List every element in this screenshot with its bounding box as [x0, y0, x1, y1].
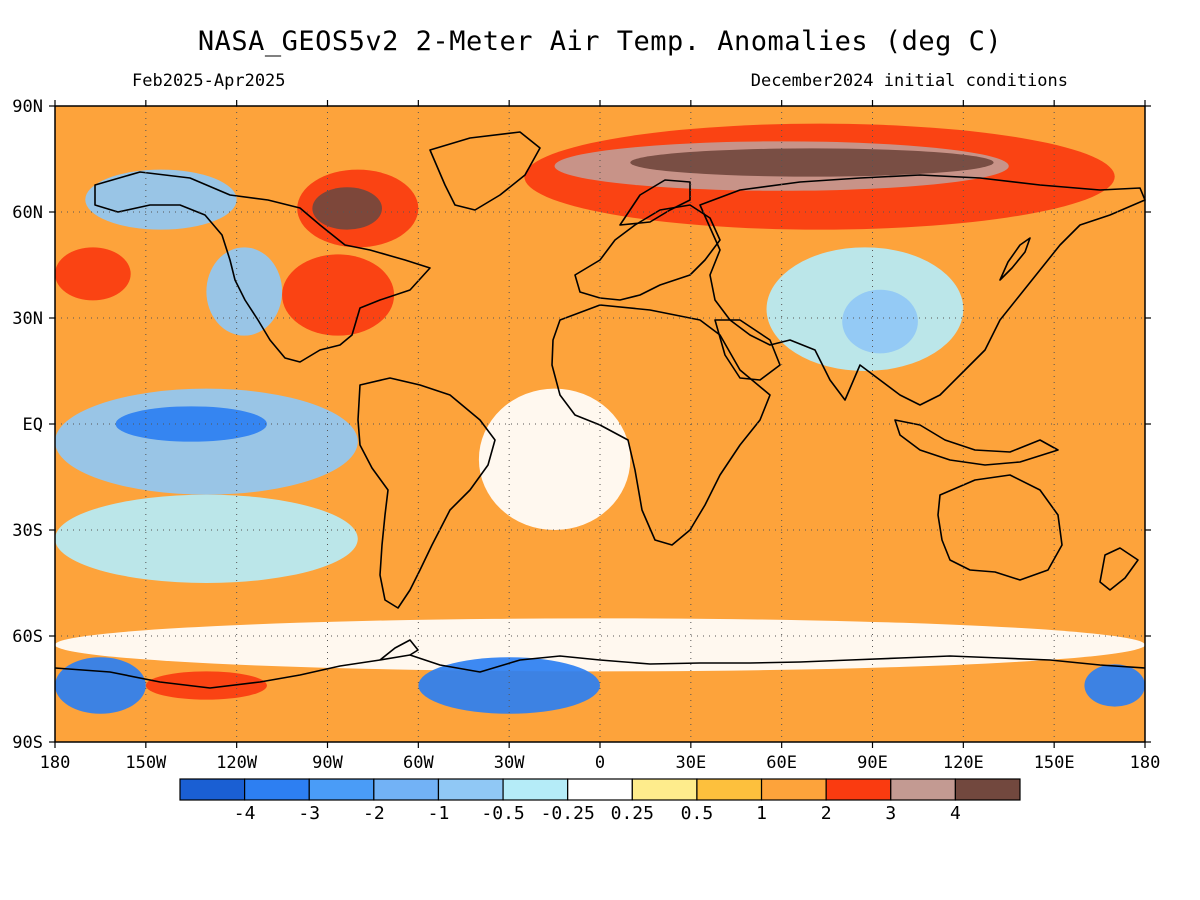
- coastline-asia: [699, 174, 1146, 406]
- colorbar-swatch: [373, 778, 440, 801]
- coastline-indonesia: [894, 419, 1059, 466]
- colorbar-label: 1: [756, 803, 767, 824]
- y-tick-label: 90S: [12, 733, 43, 753]
- colorbar-swatch: [631, 778, 698, 801]
- x-tick-label: 90W: [312, 753, 343, 773]
- y-tick-label: 30N: [12, 309, 43, 329]
- colorbar-swatch: [696, 778, 763, 801]
- coastline-australia: [937, 474, 1063, 581]
- colorbar-swatch: [760, 778, 827, 801]
- colorbar-label: -3: [298, 803, 320, 824]
- colorbar-swatch: [825, 778, 892, 801]
- colorbar-label: -0.5: [481, 803, 524, 824]
- anomaly-region-nw-pacific-cool: [206, 247, 283, 336]
- anomaly-region-alaska-cool: [85, 169, 237, 230]
- anomaly-region-eastern-usa: [282, 254, 395, 336]
- coastline-arabia: [714, 319, 781, 381]
- colorbar-swatch: [179, 778, 246, 801]
- anomaly-region-south-pacific-cool: [55, 494, 358, 583]
- x-tick-label: 120E: [943, 753, 984, 773]
- anomaly-region-north-siberia-max: [630, 148, 994, 177]
- x-tick-label: 60E: [766, 753, 797, 773]
- x-tick-label: 30W: [494, 753, 525, 773]
- coastline-south-america: [357, 377, 496, 609]
- initial-conditions: December2024 initial conditions: [750, 71, 1068, 91]
- map-title: NASA_GEOS5v2 2-Meter Air Temp. Anomalies…: [197, 26, 1003, 57]
- anomaly-region-southern-ocean-neutral: [55, 618, 1145, 672]
- colorbar-label: 2: [821, 803, 832, 824]
- x-tick-label: 120W: [216, 753, 258, 773]
- y-tick-label: 60N: [12, 203, 43, 223]
- anomaly-region-tropical-atlantic-neutral: [478, 388, 631, 530]
- coastline-antarctic-peninsula: [379, 639, 419, 661]
- anomaly-region-wilkes-cool: [1084, 664, 1145, 707]
- colorbar-swatch: [890, 778, 956, 801]
- anomaly-region-tropical-pacific-cool: [55, 388, 358, 495]
- x-tick-label: 90E: [857, 753, 888, 773]
- colorbar-label: -0.25: [541, 803, 595, 824]
- colorbar-label: 0.25: [611, 803, 654, 824]
- colorbar-label: 3: [885, 803, 896, 824]
- anomaly-region-ross-sea-cool: [54, 657, 146, 714]
- anomaly-region-antarctic-cool: [418, 657, 600, 714]
- x-tick-label: 150E: [1034, 753, 1075, 773]
- anomaly-region-ross-sea-warm: [145, 671, 267, 700]
- colorbar-swatch: [244, 778, 310, 801]
- y-tick-label: 90N: [12, 97, 43, 117]
- coastline-north-america: [94, 171, 431, 363]
- x-tick-label: 60W: [403, 753, 434, 773]
- colorbar-swatch: [954, 778, 1021, 801]
- x-tick-label: 0: [595, 753, 605, 773]
- colorbar-swatch: [502, 778, 569, 801]
- y-tick-label: 60S: [12, 627, 43, 647]
- x-tick-label: 180: [40, 753, 71, 773]
- coastline-new-zealand: [1099, 547, 1139, 591]
- coastline-europe: [574, 204, 721, 301]
- colorbar-label: 0.5: [681, 803, 714, 824]
- colorbar-label: -1: [428, 803, 450, 824]
- anomaly-region-tropical-pacific-core: [115, 406, 267, 442]
- colorbar-label: -2: [363, 803, 385, 824]
- x-tick-label: 180: [1130, 753, 1161, 773]
- coastline-antarctica: [54, 654, 1146, 689]
- colorbar-swatch: [437, 778, 504, 801]
- x-tick-label: 30E: [675, 753, 706, 773]
- colorbar-label: -4: [234, 803, 256, 824]
- coastline-scandinavia: [619, 179, 691, 226]
- anomaly-region-north-pacific-warm: [55, 247, 131, 301]
- coastline-africa: [551, 304, 771, 546]
- y-tick-label: EQ: [23, 415, 43, 435]
- colorbar-label: 4: [950, 803, 961, 824]
- forecast-period: Feb2025-Apr2025: [132, 71, 286, 91]
- anomaly-region-hudson-bay-max: [312, 187, 382, 230]
- colorbar-swatch: [567, 778, 633, 801]
- colorbar-swatch: [308, 778, 375, 801]
- anomaly-region-tibet-cool: [842, 289, 918, 354]
- x-tick-label: 150W: [125, 753, 167, 773]
- y-tick-label: 30S: [12, 521, 43, 541]
- coastline-japan: [999, 237, 1031, 281]
- coastline-greenland: [429, 131, 541, 211]
